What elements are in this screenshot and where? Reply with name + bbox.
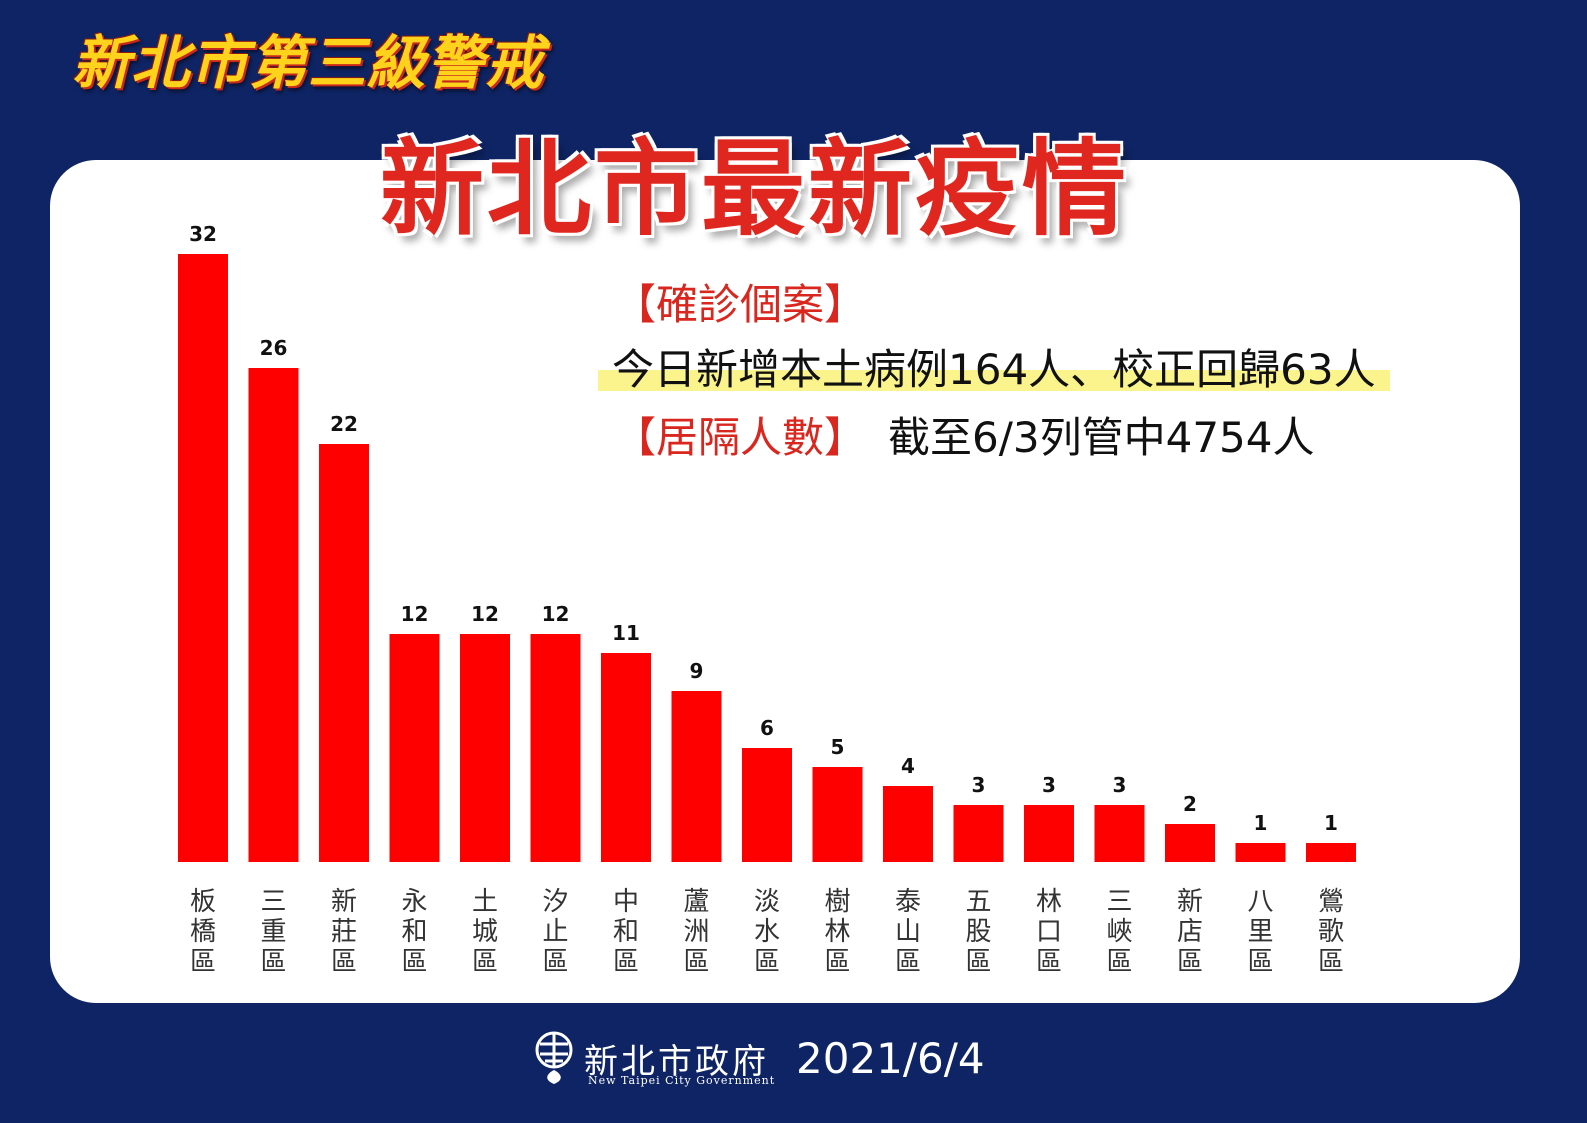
- quarantine-heading: 【居隔人數】: [614, 413, 867, 462]
- bar-9: [742, 748, 792, 862]
- bar-1: [178, 254, 228, 862]
- bar-value-label: 12: [401, 602, 429, 626]
- category-label: 永和區: [401, 887, 427, 977]
- category-label: 泰山區: [895, 887, 921, 977]
- category-label: 三重區: [260, 887, 286, 977]
- category-label: 土城區: [472, 887, 498, 977]
- bar-7: [601, 653, 651, 862]
- org-name: 新北市政府: [584, 1042, 769, 1082]
- bar-value-label: 3: [1113, 773, 1127, 797]
- bar-6: [530, 634, 581, 862]
- bar-value-label: 9: [690, 659, 704, 683]
- bar-14: [1094, 805, 1145, 862]
- bar-value-label: 3: [972, 773, 986, 797]
- quarantine-value: 截至6/3列管中4754人: [888, 413, 1315, 462]
- page-title: 新北市最新疫情: [380, 128, 1130, 250]
- category-label: 汐止區: [542, 887, 568, 977]
- report-date: 2021/6/4: [796, 1034, 985, 1083]
- bar-16: [1235, 843, 1286, 862]
- today-cases-line: 今日新增本土病例164人、校正回歸63人: [598, 336, 1390, 397]
- bar-8: [671, 691, 722, 862]
- bar-value-label: 4: [901, 754, 915, 778]
- category-label: 三峽區: [1106, 887, 1132, 977]
- category-label: 板橋區: [190, 887, 216, 977]
- category-label: 樹林區: [824, 887, 850, 977]
- category-label: 八里區: [1247, 887, 1273, 977]
- category-label: 五股區: [965, 887, 991, 977]
- category-label: 中和區: [613, 887, 639, 977]
- bar-value-label: 26: [260, 336, 288, 360]
- category-label: 新莊區: [331, 887, 357, 977]
- bar-value-label: 12: [542, 602, 570, 626]
- bar-value-label: 12: [471, 602, 499, 626]
- bar-value-label: 6: [760, 716, 774, 740]
- bar-value-label: 5: [831, 735, 845, 759]
- bar-3: [319, 444, 369, 862]
- bar-17: [1306, 843, 1356, 862]
- bar-5: [460, 634, 510, 862]
- bar-value-label: 3: [1042, 773, 1056, 797]
- bar-13: [1024, 805, 1074, 862]
- bar-2: [248, 368, 299, 862]
- bar-value-label: 2: [1183, 792, 1197, 816]
- category-label: 鶯歌區: [1318, 887, 1344, 977]
- category-label: 林口區: [1036, 887, 1062, 977]
- bar-value-label: 1: [1254, 811, 1268, 835]
- alert-level-title: 新北市第三級警戒: [72, 29, 545, 97]
- bar-value-label: 1: [1324, 811, 1338, 835]
- bar-10: [812, 767, 863, 862]
- bar-12: [953, 805, 1004, 862]
- bar-value-label: 22: [330, 412, 358, 436]
- bar-4: [389, 634, 440, 862]
- category-label: 蘆洲區: [683, 887, 709, 977]
- org-name-en: New Taipei City Government: [588, 1074, 776, 1087]
- cases-heading-label: 【確診個案】: [614, 280, 867, 329]
- bar-value-label: 32: [189, 222, 217, 246]
- quarantine-line: 【居隔人數】 截至6/3列管中4754人: [614, 404, 1315, 465]
- category-label: 新店區: [1177, 887, 1203, 977]
- cases-heading: 【確診個案】: [614, 271, 866, 332]
- category-label: 淡水區: [754, 887, 780, 977]
- new-taipei-logo-icon: [535, 1031, 573, 1084]
- bar-value-label: 11: [612, 621, 640, 645]
- bar-15: [1165, 824, 1215, 862]
- bar-11: [883, 786, 933, 862]
